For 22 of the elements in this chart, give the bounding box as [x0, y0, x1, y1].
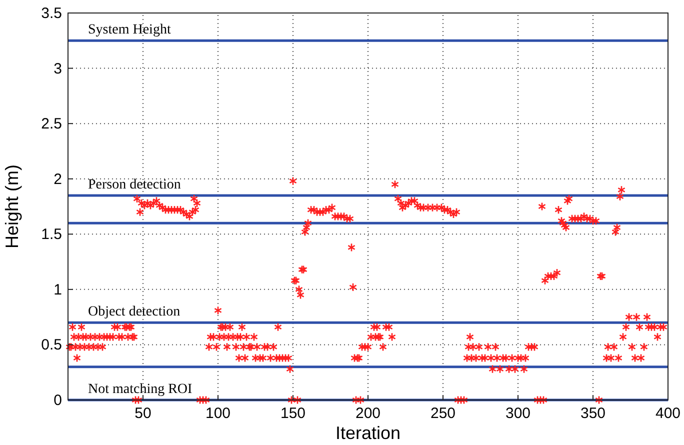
y-tick-label: 3.5	[41, 5, 62, 22]
x-tick-label: 350	[580, 405, 606, 422]
ref-line-label: Person detection	[88, 177, 181, 192]
x-tick-label: 400	[655, 405, 681, 422]
x-tick-label: 50	[134, 405, 152, 422]
y-tick-label: 2	[54, 170, 62, 188]
y-tick-label: 2.5	[41, 116, 62, 133]
y-tick-label: 0.5	[41, 336, 62, 354]
ref-line-label: Object detection	[88, 304, 180, 320]
ref-line-label: System Height	[88, 22, 171, 38]
x-tick-label: 250	[430, 405, 456, 422]
x-tick-label: 200	[355, 405, 381, 422]
y-axis-title: Height (m)	[2, 164, 22, 249]
x-tick-label: 300	[505, 405, 531, 422]
x-axis-title: Iteration	[335, 423, 401, 443]
y-tick-label: 1	[54, 281, 62, 298]
y-tick-label: 1.5	[41, 226, 62, 244]
x-tick-label: 150	[280, 405, 306, 422]
x-tick-label: 100	[205, 405, 231, 422]
ref-line-label: Not matching ROI	[88, 382, 193, 397]
y-tick-label: 0	[54, 392, 62, 409]
y-tick-label: 3	[54, 60, 62, 78]
